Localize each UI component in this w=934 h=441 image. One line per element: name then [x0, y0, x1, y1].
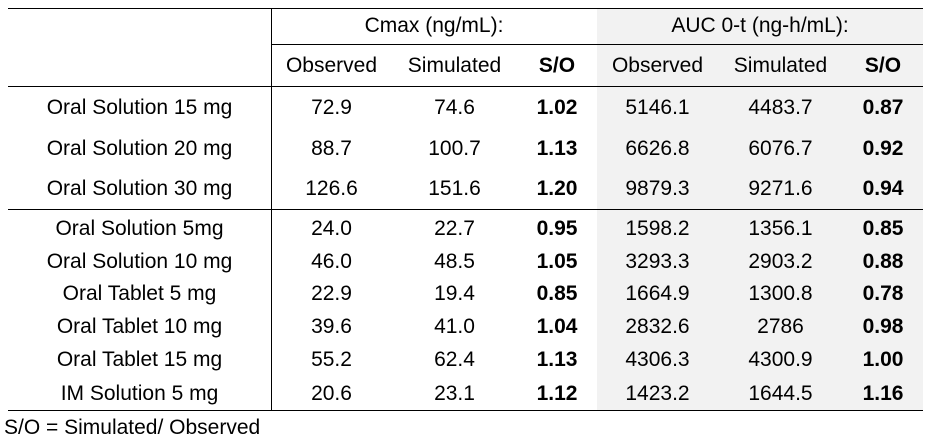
row-label: Oral Solution 30 mg [46, 177, 233, 200]
cmax-observed: 55.2 [311, 348, 352, 371]
auc-observed: 9879.3 [625, 177, 690, 200]
auc-simulated: 2786 [757, 315, 804, 338]
cmax-ratio: 1.13 [536, 137, 578, 160]
cmax-observed: 88.7 [311, 137, 352, 160]
auc-observed: 1423.2 [625, 382, 690, 405]
cmax-ratio: 1.04 [536, 315, 578, 338]
row-label: Oral Solution 10 mg [46, 250, 233, 273]
cmax-observed: 39.6 [311, 315, 352, 338]
cmax-observed: 126.6 [305, 177, 358, 200]
cmax-simulated: 62.4 [434, 348, 475, 371]
cmax-observed: 72.9 [311, 96, 352, 119]
cmax-simulated: 22.7 [434, 217, 475, 240]
cmax-observed: 22.9 [311, 282, 352, 305]
row-label: Oral Solution 20 mg [46, 137, 233, 160]
cmax-ratio: 1.02 [536, 96, 578, 119]
cmax-ratio: 0.85 [536, 282, 578, 305]
auc-observed: 3293.3 [625, 250, 690, 273]
cmax-observed: 24.0 [311, 217, 352, 240]
subheader-auc-so: S/O [864, 54, 902, 77]
row-label: Oral Tablet 10 mg [56, 315, 223, 338]
group-header-auc: AUC 0-t (ng-h/mL): [671, 14, 849, 37]
label-column-divider [271, 8, 272, 410]
auc-ratio: 0.98 [862, 315, 904, 338]
row-label: Oral Tablet 5 mg [62, 282, 217, 305]
auc-simulated: 2903.2 [748, 250, 813, 273]
auc-ratio: 1.00 [862, 348, 904, 371]
subheader-cmax-simulated: Simulated [407, 54, 502, 77]
auc-observed: 6626.8 [625, 137, 690, 160]
auc-observed: 4306.3 [625, 348, 690, 371]
header-bottom-rule [8, 86, 923, 87]
cmax-simulated: 41.0 [434, 315, 475, 338]
subheader-auc-simulated: Simulated [733, 54, 828, 77]
cmax-simulated: 74.6 [434, 96, 475, 119]
auc-simulated: 4300.9 [748, 348, 813, 371]
row-label: Oral Tablet 15 mg [56, 348, 223, 371]
subheader-rule [271, 44, 923, 45]
cmax-observed: 46.0 [311, 250, 352, 273]
row-label: IM Solution 5 mg [60, 382, 219, 405]
cmax-ratio: 0.95 [536, 217, 578, 240]
cmax-simulated: 48.5 [434, 250, 475, 273]
footnote: S/O = Simulated/ Observed [4, 416, 261, 439]
row-label: Oral Solution 15 mg [46, 96, 233, 119]
cmax-simulated: 151.6 [428, 177, 481, 200]
auc-simulated: 4483.7 [748, 96, 813, 119]
cmax-ratio: 1.05 [536, 250, 578, 273]
auc-ratio: 0.92 [862, 137, 904, 160]
auc-simulated: 9271.6 [748, 177, 813, 200]
subheader-auc-observed: Observed [611, 54, 704, 77]
cmax-simulated: 19.4 [434, 282, 475, 305]
auc-ratio: 1.16 [862, 382, 904, 405]
auc-simulated: 1356.1 [748, 217, 813, 240]
subheader-cmax-observed: Observed [285, 54, 378, 77]
group-header-cmax: Cmax (ng/mL): [364, 14, 504, 37]
cmax-simulated: 100.7 [428, 137, 481, 160]
auc-observed: 5146.1 [625, 96, 690, 119]
top-rule [8, 8, 923, 9]
row-label: Oral Solution 5mg [55, 217, 224, 240]
auc-ratio: 0.94 [862, 177, 904, 200]
cmax-ratio: 1.20 [536, 177, 578, 200]
bottom-rule [8, 410, 923, 411]
cmax-simulated: 23.1 [434, 382, 475, 405]
auc-ratio: 0.88 [862, 250, 904, 273]
subheader-cmax-so: S/O [538, 54, 576, 77]
cmax-ratio: 1.13 [536, 348, 578, 371]
auc-ratio: 0.78 [862, 282, 904, 305]
auc-simulated: 1300.8 [748, 282, 813, 305]
auc-simulated: 6076.7 [748, 137, 813, 160]
auc-ratio: 0.87 [862, 96, 904, 119]
cmax-observed: 20.6 [311, 382, 352, 405]
auc-observed: 1664.9 [625, 282, 690, 305]
auc-observed: 1598.2 [625, 217, 690, 240]
group-divider-rule [8, 209, 923, 210]
auc-simulated: 1644.5 [748, 382, 813, 405]
auc-observed: 2832.6 [625, 315, 690, 338]
cmax-ratio: 1.12 [536, 382, 578, 405]
auc-ratio: 0.85 [862, 217, 904, 240]
